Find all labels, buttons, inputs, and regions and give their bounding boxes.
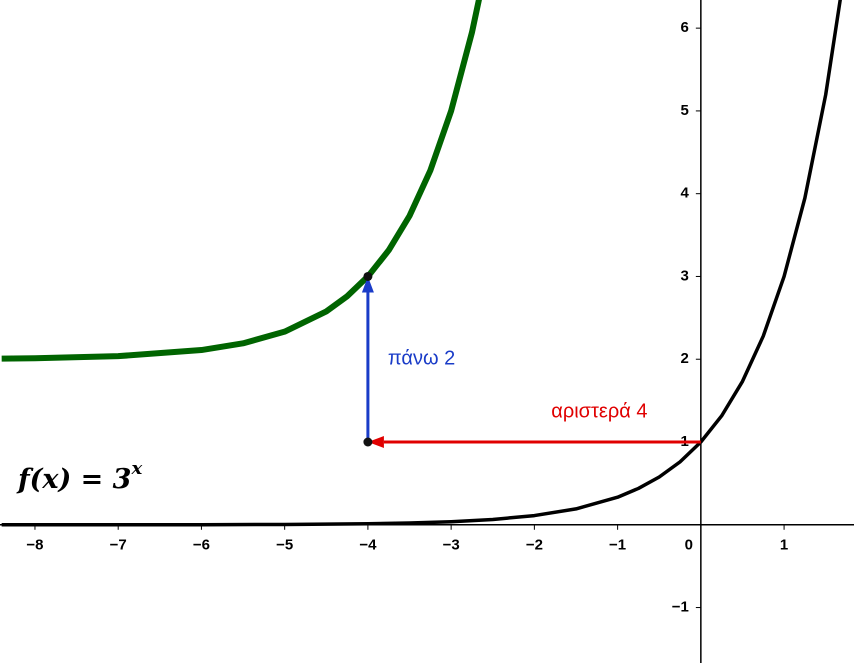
y-tick-label: −1 [672,599,689,616]
formula-base: f(x) = 3 [16,464,131,495]
vector-head [367,436,384,448]
x-tick-label: −6 [193,537,210,554]
curve [1,0,482,362]
vector-label: αριστερά 4 [551,400,647,422]
x-tick-label: −4 [359,537,377,554]
y-tick-label: 4 [681,185,690,202]
x-tick-label: −8 [26,537,43,554]
point [363,437,373,447]
x-tick-label: −5 [276,537,293,554]
x-tick-label: 1 [780,537,788,554]
formula: f(x) = 3x [16,458,142,495]
y-tick-label: 5 [681,102,689,119]
vector-label: πάνω 2 [388,348,455,370]
x-tick-label: −7 [110,537,127,554]
point [363,271,373,281]
curve [1,0,842,527]
x-tick-label: −1 [609,537,626,554]
formula-exponent: x [130,458,142,479]
y-tick-label: 6 [681,19,689,36]
x-tick-label: −3 [443,537,460,554]
vector-head [361,276,374,293]
x-tick-label: 0 [685,537,693,554]
y-tick-label: 2 [681,350,689,367]
y-tick-label: 3 [681,267,689,284]
x-tick-label: −2 [526,537,543,554]
